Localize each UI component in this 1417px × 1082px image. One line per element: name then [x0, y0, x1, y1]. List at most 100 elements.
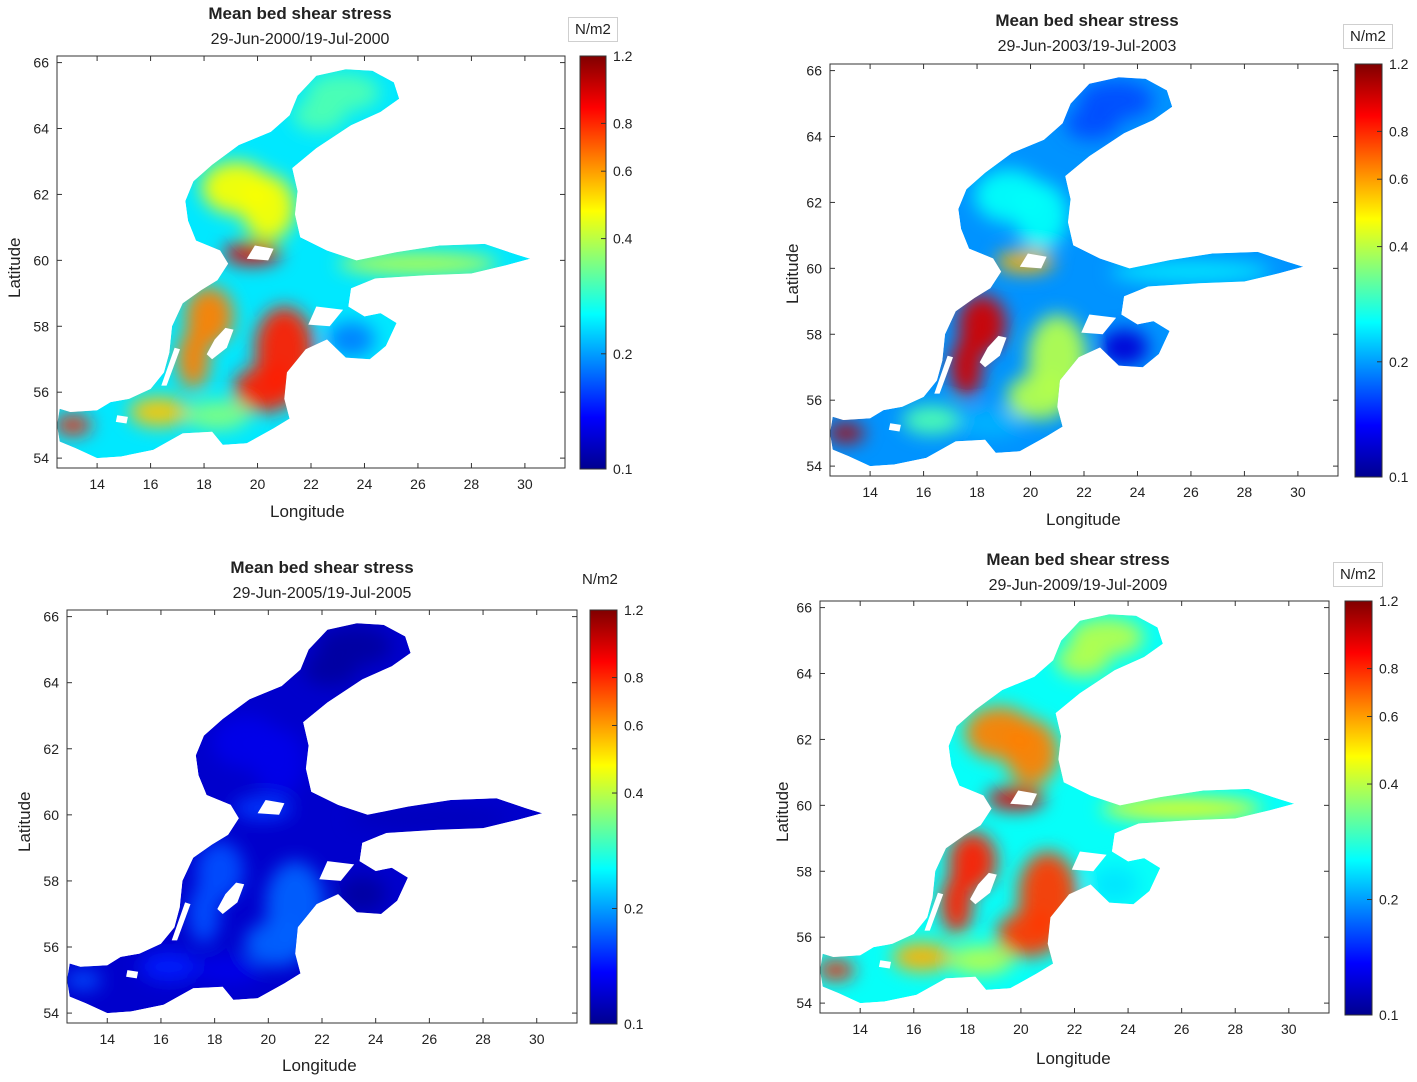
y-tick-label: 60: [43, 807, 59, 823]
colorbar-unit: N/m2: [1343, 24, 1393, 49]
x-tick-label: 14: [852, 1021, 868, 1037]
colorbar-tick-label: 0.1: [1379, 1007, 1399, 1023]
x-tick-label: 20: [250, 476, 266, 492]
island-oland: [924, 892, 944, 931]
colorbar-tick-label: 0.2: [1389, 354, 1409, 370]
y-tick-label: 64: [796, 666, 812, 682]
y-tick-label: 64: [33, 121, 49, 137]
stress-region-gulf_of_finland: [1110, 260, 1272, 284]
island-gotland: [217, 882, 245, 914]
x-tick-label: 22: [1067, 1021, 1083, 1037]
chart-title: Mean bed shear stress: [230, 558, 414, 577]
y-tick-label: 54: [33, 450, 49, 466]
colorbar-tick-label: 0.6: [624, 717, 644, 733]
y-tick-label: 60: [806, 260, 822, 276]
x-tick-label: 30: [1290, 484, 1306, 500]
stress-region-gulf_of_riga: [1100, 329, 1149, 366]
island-aland: [257, 800, 285, 815]
stress-region-bothnian_sea: [1014, 182, 1068, 249]
colorbar-unit: N/m2: [576, 568, 624, 591]
stress-region-western_gotland: [950, 337, 983, 397]
island-aland: [246, 245, 274, 261]
x-tick-label: 24: [1120, 1021, 1136, 1037]
y-tick-label: 66: [33, 55, 49, 71]
colorbar: [1354, 63, 1383, 478]
colorbar-tick-label: 1.2: [624, 602, 644, 618]
y-tick-label: 66: [43, 609, 59, 625]
map-plot: 14 16 18 20 22 24 26 28 30 54 56 58 60 62 64 66 0.1 0.2 0.…: [33, 48, 633, 492]
x-tick-label: 14: [99, 1031, 115, 1047]
stress-region-eastern_gotland: [244, 920, 309, 967]
x-tick-label: 26: [1174, 1021, 1190, 1037]
stress-region-west_entry: [830, 423, 865, 444]
colorbar-tick-label: 0.1: [624, 1016, 644, 1032]
stress-region-western_gotland: [187, 884, 220, 944]
y-tick-label: 58: [33, 318, 49, 334]
y-tick-label: 66: [796, 600, 812, 616]
colorbar-tick-label: 0.2: [613, 346, 633, 362]
x-tick-label: 20: [1013, 1021, 1029, 1037]
stress-region-southern: [195, 955, 261, 986]
x-tick-label: 16: [143, 476, 159, 492]
stress-region-southern: [185, 400, 250, 431]
colorbar-tick-label: 0.8: [613, 115, 633, 131]
y-tick-label: 58: [796, 863, 812, 879]
island-gotland: [970, 872, 997, 905]
colorbar-tick-label: 0.6: [1389, 171, 1409, 187]
x-tick-label: 24: [357, 476, 373, 492]
x-tick-label: 28: [464, 476, 480, 492]
x-tick-label: 28: [475, 1031, 491, 1047]
y-tick-label: 56: [43, 939, 59, 955]
colorbar-tick-label: 0.1: [1389, 469, 1409, 485]
y-tick-label: 62: [33, 186, 49, 202]
x-tick-label: 22: [314, 1031, 330, 1047]
x-tick-label: 24: [1130, 484, 1146, 500]
island-bornholm: [878, 960, 891, 969]
x-tick-label: 14: [89, 476, 105, 492]
chart-subtitle: 29-Jun-2003/19-Jul-2003: [997, 38, 1177, 55]
x-tick-label: 14: [862, 484, 878, 500]
stress-region-gulf_of_riga: [338, 875, 387, 913]
chart-title: Mean bed shear stress: [208, 4, 392, 23]
stress-region-eastern_gotland: [233, 365, 298, 412]
y-tick-label: 56: [796, 929, 812, 945]
island-bornholm: [888, 423, 901, 432]
x-tick-label: 18: [207, 1031, 223, 1047]
colorbar-tick-label: 0.8: [1379, 661, 1399, 677]
y-tick-label: 62: [43, 741, 59, 757]
colorbar-tick-label: 0.6: [613, 163, 633, 179]
stress-region-western_gotland: [940, 874, 973, 934]
y-tick-label: 56: [33, 384, 49, 400]
x-axis-label: Longitude: [1036, 1049, 1111, 1068]
island-saaremaa: [1071, 851, 1107, 872]
island-bornholm: [126, 970, 139, 979]
y-tick-label: 54: [796, 995, 812, 1011]
stress-region-west_entry: [57, 415, 92, 436]
y-tick-label: 60: [33, 252, 49, 268]
y-tick-label: 58: [43, 873, 59, 889]
island-oland: [934, 355, 953, 394]
colorbar: [1344, 600, 1373, 1016]
x-tick-label: 18: [969, 484, 985, 500]
island-gotland: [206, 327, 234, 360]
stress-region-western_gotland: [177, 329, 210, 389]
x-axis-label: Longitude: [282, 1056, 357, 1075]
colorbar-tick-label: 0.6: [1379, 708, 1399, 724]
y-tick-label: 54: [43, 1005, 59, 1021]
stress-region-bothnian_bay: [303, 652, 357, 686]
stress-region-gulf_of_riga: [327, 321, 376, 358]
chart-subtitle: 29-Jun-2000/19-Jul-2000: [210, 31, 390, 48]
chart-title: Mean bed shear stress: [995, 11, 1179, 30]
colorbar-tick-label: 0.4: [1379, 776, 1399, 792]
x-tick-label: 18: [960, 1021, 976, 1037]
stress-region-gulf_of_finland: [337, 252, 499, 276]
colorbar-tick-label: 0.4: [613, 231, 633, 247]
y-tick-label: 64: [806, 129, 822, 145]
x-tick-label: 20: [261, 1031, 277, 1047]
x-tick-label: 26: [1183, 484, 1199, 500]
stress-region-west_entry: [820, 960, 855, 981]
stress-region-bothnian_bay: [1055, 643, 1110, 677]
stress-region-gulf_of_finland: [1101, 797, 1263, 821]
colorbar-unit: N/m2: [568, 17, 618, 42]
